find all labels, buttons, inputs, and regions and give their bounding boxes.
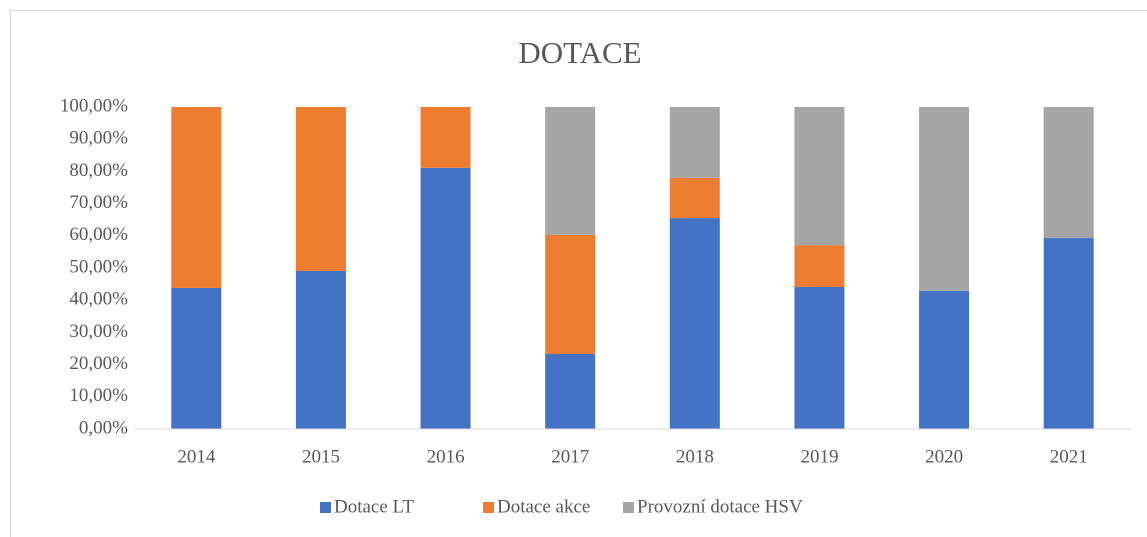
x-tick-label: 2015: [302, 446, 340, 467]
y-tick-label: 100,00%: [60, 95, 128, 116]
y-tick-label: 60,00%: [69, 224, 128, 245]
x-tick-label: 2018: [676, 446, 714, 467]
y-tick-label: 10,00%: [69, 385, 128, 406]
bar-segment: [794, 286, 845, 429]
bar-segment: [669, 177, 720, 219]
y-tick-label: 90,00%: [69, 128, 128, 149]
bar-segment: [1043, 238, 1094, 429]
bar-segment: [794, 107, 845, 246]
legend-swatch: [483, 502, 494, 513]
bar-segment: [545, 353, 596, 429]
bar-segment: [171, 287, 222, 429]
legend-label: Dotace LT: [334, 496, 414, 517]
y-tick-label: 30,00%: [69, 321, 128, 342]
chart-title: DOTACE: [518, 35, 641, 70]
x-tick-label: 2021: [1050, 446, 1088, 467]
x-tick-label: 2019: [800, 446, 838, 467]
bar-segment: [794, 245, 845, 287]
bar-segment: [1043, 107, 1094, 239]
bar-segment: [420, 167, 471, 429]
x-tick-label: 2020: [925, 446, 963, 467]
y-tick-label: 80,00%: [69, 160, 128, 181]
y-tick-label: 70,00%: [69, 192, 128, 213]
bar-segment: [295, 107, 346, 271]
y-tick-label: 0,00%: [79, 417, 128, 438]
x-tick-label: 2016: [427, 446, 465, 467]
bar-segment: [669, 218, 720, 429]
bar-segment: [295, 270, 346, 429]
bar-segment: [545, 107, 596, 235]
bar-segment: [919, 290, 970, 429]
legend-label: Provozní dotace HSV: [637, 496, 803, 517]
bar-segment: [420, 107, 471, 168]
bar-segment: [669, 107, 720, 178]
bar-segment: [919, 107, 970, 291]
bar-segment: [545, 234, 596, 354]
y-tick-label: 40,00%: [69, 289, 128, 310]
legend-label: Dotace akce: [497, 496, 590, 517]
legend-swatch: [623, 502, 634, 513]
y-tick-label: 20,00%: [69, 353, 128, 374]
y-tick-label: 50,00%: [69, 256, 128, 277]
bar-segment: [171, 107, 222, 288]
x-tick-label: 2014: [177, 446, 216, 467]
x-tick-label: 2017: [551, 446, 589, 467]
legend-swatch: [320, 502, 331, 513]
